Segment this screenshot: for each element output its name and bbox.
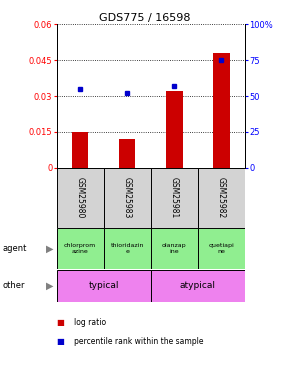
Text: chlorprom
azine: chlorprom azine (64, 243, 96, 254)
Text: log ratio: log ratio (74, 318, 106, 327)
Text: ▶: ▶ (46, 280, 53, 291)
Text: thioridazin
e: thioridazin e (110, 243, 144, 254)
Text: ■: ■ (57, 318, 64, 327)
Text: GSM25983: GSM25983 (123, 177, 132, 219)
Text: GSM25982: GSM25982 (217, 177, 226, 218)
Bar (104, 168, 151, 228)
Text: atypical: atypical (180, 281, 216, 290)
Text: olanzap
ine: olanzap ine (162, 243, 187, 254)
Bar (151, 228, 198, 270)
Text: other: other (3, 281, 26, 290)
Text: GSM25981: GSM25981 (170, 177, 179, 218)
Bar (57, 228, 104, 270)
Text: GDS775 / 16598: GDS775 / 16598 (99, 13, 191, 23)
Text: ■: ■ (57, 337, 64, 346)
Bar (198, 168, 245, 228)
Bar (104, 228, 151, 270)
Text: ▶: ▶ (46, 244, 53, 254)
Text: agent: agent (3, 244, 27, 253)
Bar (166, 91, 183, 168)
Bar (198, 228, 245, 270)
Bar (151, 168, 198, 228)
Text: typical: typical (88, 281, 119, 290)
Text: quetiapi
ne: quetiapi ne (209, 243, 234, 254)
Bar (57, 270, 151, 302)
Bar (213, 53, 230, 168)
Bar (72, 132, 88, 168)
Text: percentile rank within the sample: percentile rank within the sample (74, 337, 204, 346)
Text: GSM25980: GSM25980 (76, 177, 85, 219)
Bar (57, 168, 104, 228)
Bar (119, 139, 135, 168)
Bar (151, 270, 245, 302)
